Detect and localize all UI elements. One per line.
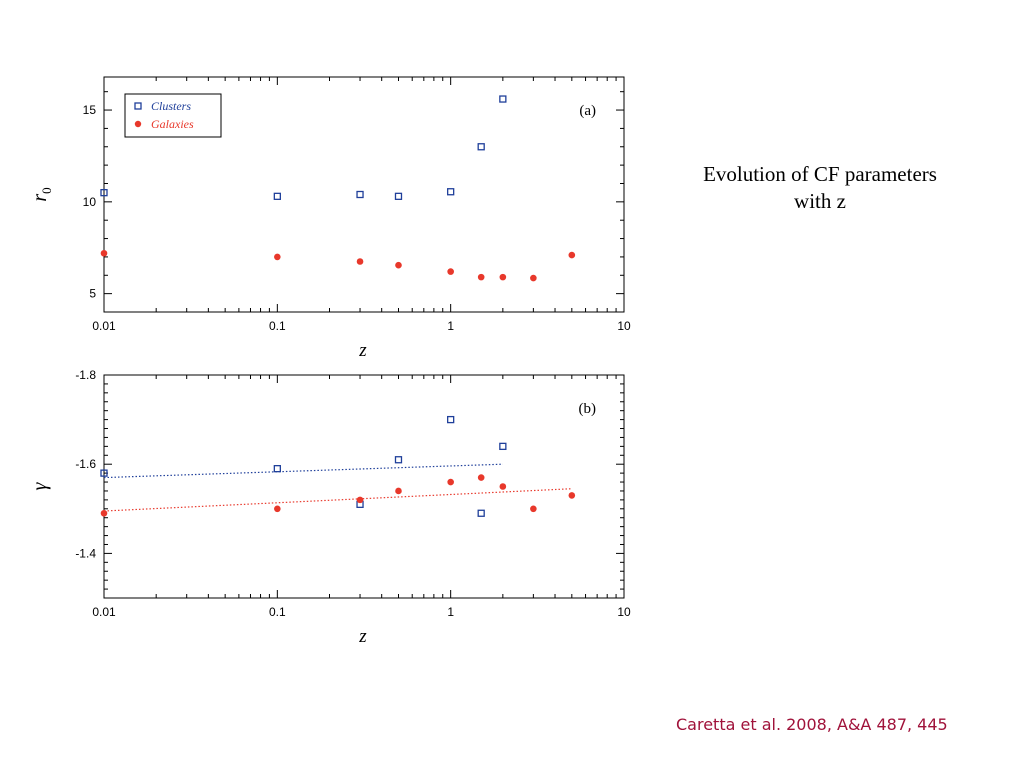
clusters-point [477,509,485,517]
legend-marker-clusters [134,102,142,110]
clusters-point [394,192,403,200]
y-axis-label: γ [29,481,51,490]
slide-title: Evolution of CF parameters with z [665,161,975,215]
slide-title-line-2: with z [794,189,846,213]
galaxies-point [395,261,402,269]
galaxies-point [477,474,485,481]
clusters-point [477,143,485,151]
legend-marker-galaxies [134,120,142,128]
y-tick-label: -1.4 [75,546,96,560]
clusters-point [499,442,507,451]
galaxies-point [274,505,281,513]
clusters-point [100,189,108,197]
legend: Clusters Galaxies [124,93,222,138]
galaxies-point [499,483,507,490]
y-tick-label: 5 [89,287,96,301]
galaxies-point [356,496,364,504]
panel-label: (a) [579,103,596,119]
galaxies-point [447,478,454,486]
clusters-point [100,469,108,477]
y-tick-label: 15 [83,103,97,117]
galaxies-point [356,258,364,265]
x-tick-label: 10 [617,319,631,333]
legend-label-clusters: Clusters [151,99,191,113]
galaxies-fit-line [103,488,572,512]
galaxies-point [100,249,108,257]
x-axis-label: z [358,626,367,647]
galaxies-point [530,274,537,282]
galaxies-point [568,251,576,259]
citation-text: Caretta et al. 2008, A&A 487, 445 [676,715,948,734]
clusters-point [499,95,507,103]
x-tick-label: 10 [617,605,631,619]
chart-panel-a: 0.01 0.1 1 10 5 10 15 z r0 (a) Clusters Galaxies [29,76,631,361]
galaxies-point [447,268,454,275]
x-tick-label: 1 [447,605,454,619]
galaxies-point [274,253,281,261]
clusters-point [447,415,455,424]
clusters-point [273,192,281,200]
galaxies-point [530,505,537,513]
plot-frame [103,76,625,313]
x-tick-label: 0.01 [92,319,116,333]
panel-label: (b) [579,401,597,417]
y-tick-label: -1.8 [75,368,96,382]
legend-box [124,93,222,138]
x-tick-label: 0.01 [92,605,116,619]
legend-label-galaxies: Galaxies [151,117,194,131]
galaxies-point [100,509,108,517]
y-axis-label: r0 [29,187,54,201]
clusters-point [356,190,364,199]
y-tick-label: -1.6 [75,457,96,471]
x-tick-label: 0.1 [269,605,286,619]
galaxies-point [499,273,507,281]
clusters-point [447,188,455,196]
clusters-point [273,465,281,473]
x-axis-label: z [358,340,367,361]
x-tick-label: 0.1 [269,319,286,333]
y-tick-label: 10 [83,195,97,209]
galaxies-point [395,487,402,495]
chart-panel-b: 0.01 0.1 1 10 -1.8 -1.6 -1.4 z γ (b) [29,368,631,647]
plot-frame [103,374,625,599]
x-tick-label: 1 [447,319,454,333]
clusters-point [394,456,403,464]
galaxies-point [568,492,576,499]
y-axis-label-subscript: 0 [39,187,54,194]
galaxies-point [477,273,485,281]
slide-title-line-1: Evolution of CF parameters [703,162,937,186]
clusters-fit-line [103,463,503,479]
